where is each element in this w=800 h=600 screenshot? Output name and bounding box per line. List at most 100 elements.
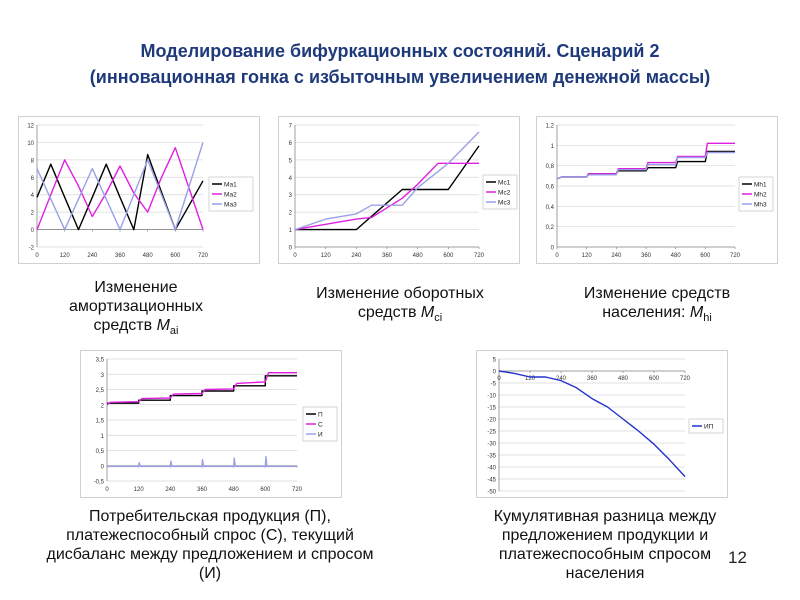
mc-legend-label: Мс3 <box>498 200 511 207</box>
mh-ytick-label: 0,2 <box>546 225 555 231</box>
ma-xtick-label: 720 <box>198 253 209 259</box>
caption-ma-text: Изменение амортизационных средств <box>68 279 203 334</box>
mh-xtick-label: 240 <box>611 253 622 259</box>
mc-ytick-label: 0 <box>289 246 293 252</box>
ma-ytick-label: 2 <box>31 211 35 217</box>
chart-mh-plot: 0 0,2 0,4 0,6 0,8 1 1,2 0 120 240 360 480 600 720 Мh1 М… <box>546 124 774 259</box>
caption-mh-sub: hi <box>703 312 712 325</box>
ip-xtick-label: 120 <box>525 376 536 382</box>
mh-xtick-label: 360 <box>641 253 652 259</box>
psi-series-1 <box>106 372 297 406</box>
mh-xtick-label: 0 <box>555 253 559 259</box>
psi-legend-label: П <box>318 412 323 419</box>
caption-ip: Кумулятивная разница между предложением … <box>460 507 750 583</box>
caption-ma: Изменение амортизационных средств Mai <box>52 278 220 341</box>
caption-psi-text: Потребительская продукция (П), платежесп… <box>46 508 374 582</box>
psi-ytick-label: 1 <box>101 434 105 440</box>
ip-ytick-label: 0 <box>493 370 497 376</box>
ma-xtick-label: 0 <box>35 253 39 259</box>
mc-xtick-label: 0 <box>293 253 297 259</box>
mh-legend-label: Мh1 <box>754 182 767 189</box>
ma-xtick-label: 360 <box>115 253 126 259</box>
mh-xtick-label: 600 <box>700 253 711 259</box>
chart-mh: 0 0,2 0,4 0,6 0,8 1 1,2 0 120 240 360 480 600 720 Мh1 М… <box>536 116 778 264</box>
ip-xtick-label: 240 <box>556 376 567 382</box>
psi-legend-label: И <box>318 432 323 439</box>
ip-ytick-label: -50 <box>487 490 496 496</box>
mc-ytick-label: 2 <box>289 211 293 217</box>
ip-xtick-label: 480 <box>618 376 629 382</box>
mh-ytick-label: 1,2 <box>546 124 555 130</box>
mh-series-2 <box>556 151 735 180</box>
ma-ytick-label: -2 <box>29 246 35 252</box>
mh-legend-label: Мh2 <box>754 192 767 199</box>
chart-psi: -0,5 0 0,5 1 1,5 2 2,5 3 3,5 0 120 240 360 480 600 720 П… <box>80 350 342 498</box>
ma-xtick-label: 600 <box>170 253 181 259</box>
ip-xtick-label: 0 <box>497 376 501 382</box>
caption-psi: Потребительская продукция (П), платежесп… <box>40 507 380 583</box>
caption-ma-sub: ai <box>169 325 179 338</box>
psi-xtick-label: 240 <box>165 487 176 493</box>
mc-ytick-label: 5 <box>289 158 293 164</box>
psi-xtick-label: 600 <box>260 487 271 493</box>
ma-ytick-label: 12 <box>27 124 34 130</box>
psi-ytick-label: 2 <box>101 403 105 409</box>
mc-xtick-label: 600 <box>443 253 454 259</box>
ma-ytick-label: 4 <box>31 193 35 199</box>
psi-ytick-label: 1,5 <box>96 419 105 425</box>
title-line-1: Моделирование бифуркационных состояний. … <box>140 41 660 61</box>
mh-ytick-label: 0,4 <box>546 205 555 211</box>
mh-xtick-label: 480 <box>671 253 682 259</box>
mc-xtick-label: 720 <box>474 253 485 259</box>
psi-ytick-label: 3 <box>101 373 105 379</box>
ip-xtick-label: 360 <box>587 376 598 382</box>
psi-ytick-label: 3,5 <box>96 358 105 364</box>
mh-series-1 <box>556 142 735 180</box>
ip-xtick-label: 600 <box>649 376 660 382</box>
ma-xtick-label: 120 <box>60 253 71 259</box>
mh-xtick-label: 120 <box>582 253 593 259</box>
ma-ytick-label: 0 <box>31 228 35 234</box>
page-number: 12 <box>728 548 747 567</box>
caption-ma-var: M <box>156 317 170 334</box>
psi-series-2 <box>107 455 297 468</box>
mc-legend-label: Мс2 <box>498 190 511 197</box>
caption-mh-var: M <box>689 304 704 321</box>
mc-legend-label: Мс1 <box>498 180 511 187</box>
ip-xtick-label: 720 <box>680 376 691 382</box>
mc-series-1 <box>294 162 479 231</box>
mh-ytick-label: 0 <box>551 246 555 252</box>
psi-ytick-label: -0,5 <box>94 480 105 486</box>
psi-ytick-label: 2,5 <box>96 388 105 394</box>
mh-legend-label: Мh3 <box>754 202 767 209</box>
psi-xtick-label: 480 <box>229 487 240 493</box>
psi-xtick-label: 0 <box>105 487 109 493</box>
caption-mh-text: Изменение средств населения: <box>583 285 731 321</box>
mc-ytick-label: 7 <box>289 124 293 130</box>
chart-ma: -2 0 2 4 6 8 10 12 0 120 240 360 480 600 720 Ма1 Ма2 Ма3 <box>18 116 260 264</box>
mh-series-0 <box>556 150 735 180</box>
ma-series-2 <box>36 142 204 231</box>
chart-mc-plot: 0 1 2 3 4 5 6 7 0 120 240 360 480 600 720 Мс1 Мс2 Мс3 <box>289 124 518 259</box>
ip-ytick-label: -15 <box>487 406 496 412</box>
caption-mh: Изменение средств населения: Mhi <box>552 284 762 328</box>
mc-ytick-label: 4 <box>289 176 293 182</box>
ip-ytick-label: -35 <box>487 454 496 460</box>
psi-ytick-label: 0 <box>101 464 105 470</box>
ip-series-0 <box>498 370 686 478</box>
ma-xtick-label: 480 <box>143 253 154 259</box>
ma-ytick-label: 8 <box>31 158 35 164</box>
mc-xtick-label: 120 <box>321 253 332 259</box>
title-line-2: (инновационная гонка с избыточным увелич… <box>89 67 711 87</box>
ip-ytick-label: 5 <box>493 358 497 364</box>
mc-ytick-label: 3 <box>289 193 293 199</box>
mc-series-0 <box>295 145 480 231</box>
mc-xtick-label: 480 <box>413 253 424 259</box>
ip-ytick-label: -30 <box>487 442 496 448</box>
mh-ytick-label: 0,8 <box>546 164 555 170</box>
mc-xtick-label: 360 <box>382 253 393 259</box>
caption-ip-text: Кумулятивная разница между предложением … <box>493 508 717 582</box>
mc-ytick-label: 6 <box>289 141 293 147</box>
caption-mc: Изменение оборотных средств Mci <box>290 284 510 328</box>
